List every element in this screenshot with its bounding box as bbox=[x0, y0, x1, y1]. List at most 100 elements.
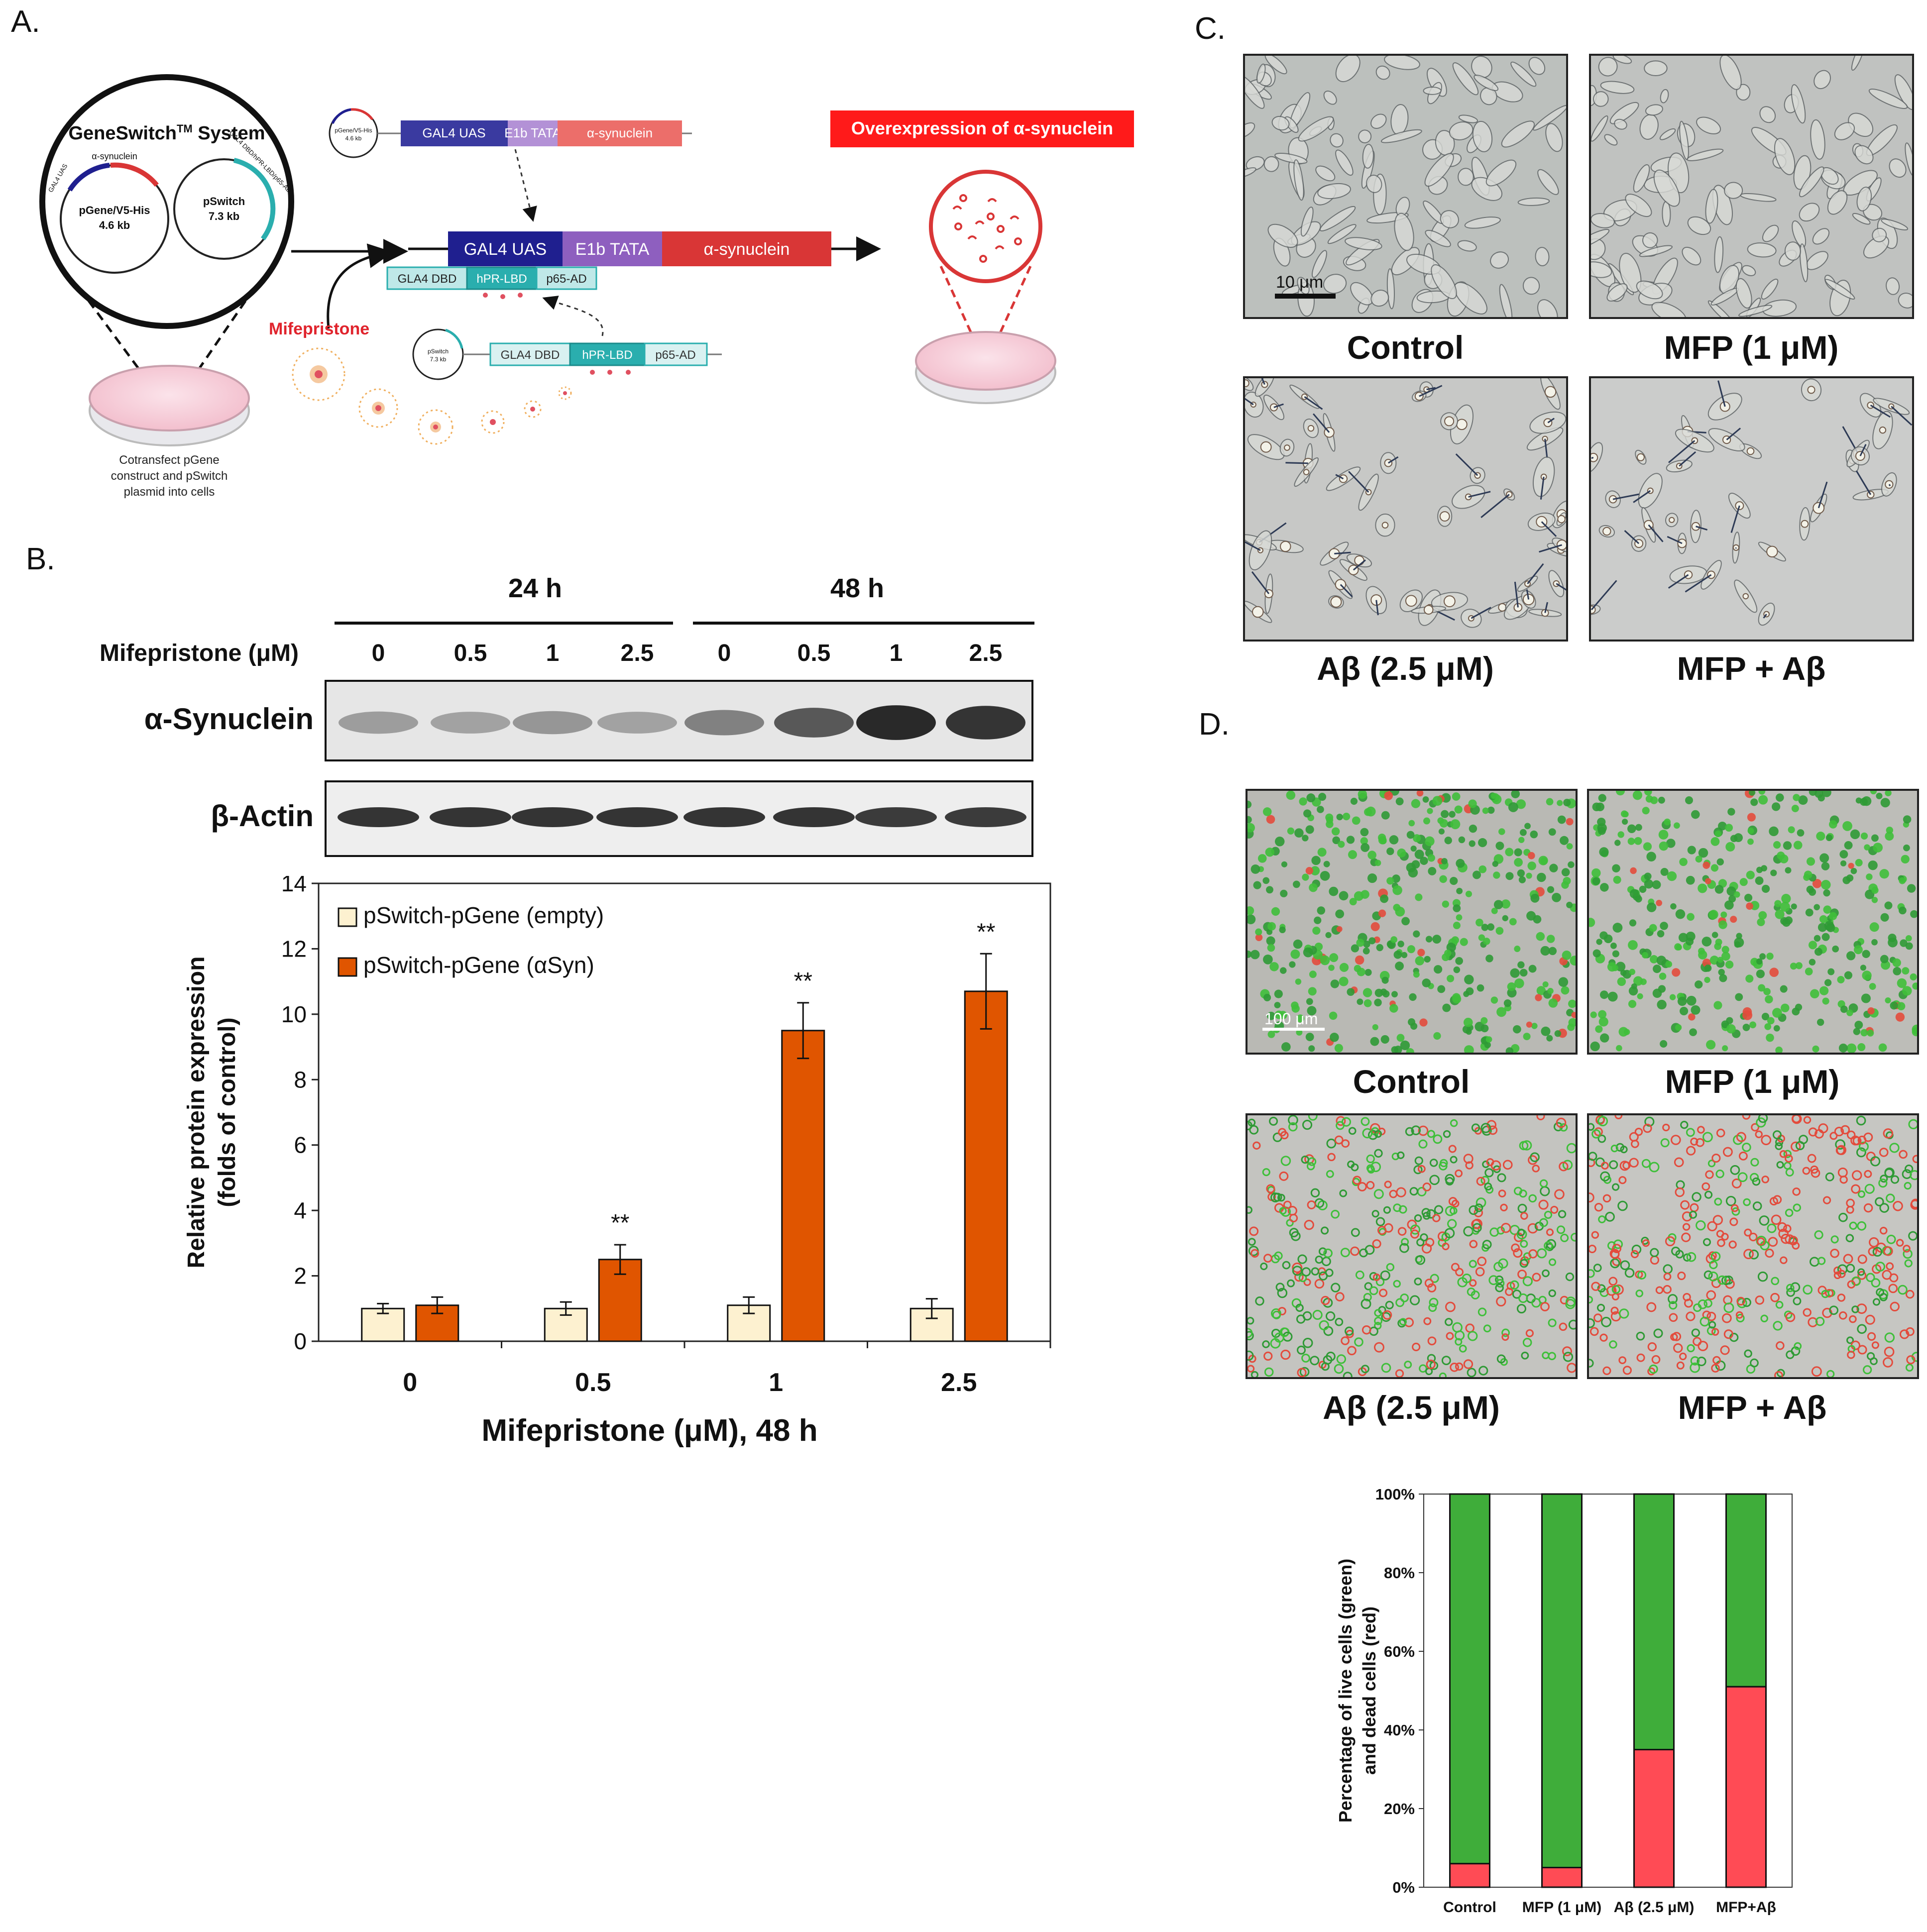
mifepristone-particles bbox=[292, 347, 572, 445]
ytick-d: 80% bbox=[1384, 1564, 1415, 1582]
main-e1b-box bbox=[563, 231, 662, 266]
svg-text:GLA4 DBD: GLA4 DBD bbox=[398, 272, 457, 286]
label-d-mfp: MFP (1 μM) bbox=[1665, 1063, 1840, 1100]
svg-text:7.3 kb: 7.3 kb bbox=[430, 356, 447, 363]
svg-text:p65-AD: p65-AD bbox=[655, 348, 695, 362]
synuclein-band-5 bbox=[774, 708, 854, 738]
top-gal4-box bbox=[401, 120, 508, 146]
xtick-b: 0.5 bbox=[575, 1368, 611, 1397]
synuclein-band-2 bbox=[513, 711, 592, 735]
svg-text:Overexpression of α-synuclein: Overexpression of α-synuclein bbox=[851, 118, 1113, 138]
xtick-d: MFP+Aβ bbox=[1716, 1899, 1776, 1916]
ytick-b: 0 bbox=[294, 1328, 307, 1354]
micrograph-c-mfp bbox=[1589, 54, 1914, 319]
stack-dead-1 bbox=[1541, 1867, 1583, 1888]
ytick-b: 10 bbox=[281, 1001, 307, 1027]
bar-asyn-3 bbox=[964, 990, 1008, 1342]
dose-tick-6: 1 bbox=[890, 640, 903, 666]
expression-bar-chart: 0 2 4 6 8 10 12 14 0 0.5 ** 1 ** 2.5 ** Mifepristone (μ… bbox=[183, 876, 1051, 1448]
dish-caption-2: construct and pSwitch bbox=[111, 469, 228, 483]
svg-text:pSwitch: pSwitch bbox=[428, 348, 449, 355]
pswitch-arc bbox=[233, 158, 276, 241]
panel-a-letter: A. bbox=[11, 4, 40, 39]
cell-magnifier bbox=[929, 170, 1042, 283]
label-d-mfp-abeta: MFP + Aβ bbox=[1678, 1389, 1827, 1426]
legend-swatch-b bbox=[338, 957, 357, 977]
ylabel-b: Relative protein expression (folds of con… bbox=[183, 957, 240, 1269]
actin-band-2 bbox=[512, 807, 593, 827]
svg-text:E1b TATA: E1b TATA bbox=[575, 240, 650, 259]
top-synuclein-box bbox=[558, 120, 682, 146]
petri-dish-right bbox=[915, 331, 1056, 404]
synuclein-band-0 bbox=[339, 711, 418, 734]
xtick-b: 2.5 bbox=[941, 1368, 977, 1397]
svg-text:pSwitch: pSwitch bbox=[203, 195, 245, 208]
ytick-b: 12 bbox=[281, 936, 307, 962]
actin-band-6 bbox=[855, 807, 937, 827]
svg-text:α-synuclein: α-synuclein bbox=[704, 240, 790, 259]
label-c-abeta: Aβ (2.5 μM) bbox=[1317, 650, 1494, 687]
ytick-b: 4 bbox=[294, 1197, 307, 1223]
svg-text:E1b TATA: E1b TATA bbox=[504, 125, 561, 140]
panel-b-letter: B. bbox=[26, 542, 55, 576]
actin-band-3 bbox=[596, 807, 678, 827]
ytick-d: 0% bbox=[1392, 1879, 1415, 1896]
blot-row-synuclein: α-Synuclein bbox=[144, 702, 314, 736]
label-d-control: Control bbox=[1353, 1063, 1470, 1100]
xtick-d: Control bbox=[1443, 1899, 1496, 1916]
xtick-d: MFP (1 μM) bbox=[1522, 1899, 1601, 1916]
western-blot: 24 h 48 h Mifepristone (μM) 0 0.5 1 2.5 0 0.5… bbox=[100, 573, 1034, 857]
ytick-b: 14 bbox=[281, 876, 307, 896]
pgene-synuclein-arc bbox=[110, 162, 159, 187]
xlabel-b: Mifepristone (μM), 48 h bbox=[481, 1413, 817, 1448]
svg-text:pGene/V5-His: pGene/V5-His bbox=[335, 127, 372, 134]
stack-dead-0 bbox=[1449, 1863, 1490, 1888]
actin-band-0 bbox=[338, 807, 419, 827]
label-c-mfp-abeta: MFP + Aβ bbox=[1677, 650, 1826, 687]
svg-text:p65-AD: p65-AD bbox=[546, 272, 586, 286]
xtick-d: Aβ (2.5 μM) bbox=[1614, 1899, 1695, 1916]
ytick-d: 40% bbox=[1384, 1721, 1415, 1739]
svg-text:hPR-LBD: hPR-LBD bbox=[582, 348, 632, 362]
actin-band-4 bbox=[683, 807, 765, 827]
label-d-abeta: Aβ (2.5 μM) bbox=[1323, 1389, 1500, 1426]
significance-mark: ** bbox=[977, 919, 995, 945]
time-label-48h: 48 h bbox=[830, 573, 884, 603]
svg-text:pGene/V5-His: pGene/V5-His bbox=[79, 204, 150, 216]
stack-live-3 bbox=[1725, 1493, 1767, 1688]
top-e1b-box bbox=[508, 120, 558, 146]
bar-asyn-2 bbox=[781, 1030, 825, 1342]
scale-bar-c bbox=[1275, 294, 1336, 299]
dose-tick-5: 0.5 bbox=[797, 640, 831, 666]
synuclein-bands bbox=[339, 705, 1025, 740]
overexpression-banner bbox=[830, 110, 1134, 147]
stack-live-2 bbox=[1633, 1493, 1675, 1750]
svg-text:GAL4 UAS: GAL4 UAS bbox=[464, 240, 547, 259]
scale-bar-d bbox=[1262, 1028, 1325, 1031]
main-synuclein-box bbox=[662, 231, 831, 266]
significance-mark: ** bbox=[794, 968, 812, 994]
synuclein-band-3 bbox=[597, 712, 677, 734]
ytick-b: 2 bbox=[294, 1263, 307, 1289]
micrograph-c-mfp-abeta bbox=[1589, 376, 1914, 642]
dose-labels: 0 0.5 1 2.5 0 0.5 1 2.5 bbox=[372, 640, 1003, 666]
ytick-d: 20% bbox=[1384, 1800, 1415, 1818]
actin-band-1 bbox=[430, 807, 511, 827]
actin-band-7 bbox=[945, 807, 1026, 827]
label-c-mfp: MFP (1 μM) bbox=[1664, 329, 1839, 366]
dose-label: Mifepristone (μM) bbox=[100, 640, 299, 666]
ytick-b: 6 bbox=[294, 1132, 307, 1158]
mifepristone-label: Mifepristone bbox=[269, 320, 369, 338]
legend-swatch-b bbox=[338, 907, 357, 927]
ytick-d: 100% bbox=[1375, 1486, 1415, 1503]
micrograph-d-abeta bbox=[1246, 1113, 1578, 1379]
svg-text:4.6 kb: 4.6 kb bbox=[345, 135, 362, 142]
ytick-b: 8 bbox=[294, 1067, 307, 1092]
scale-bar-d-label: 100 μm bbox=[1264, 1010, 1318, 1028]
dose-tick-0: 0 bbox=[372, 640, 385, 666]
stack-live-0 bbox=[1449, 1493, 1490, 1865]
stack-dead-2 bbox=[1633, 1749, 1675, 1888]
stack-dead-3 bbox=[1725, 1686, 1767, 1888]
label-c-control: Control bbox=[1347, 329, 1464, 366]
panel-d-letter: D. bbox=[1199, 707, 1230, 742]
